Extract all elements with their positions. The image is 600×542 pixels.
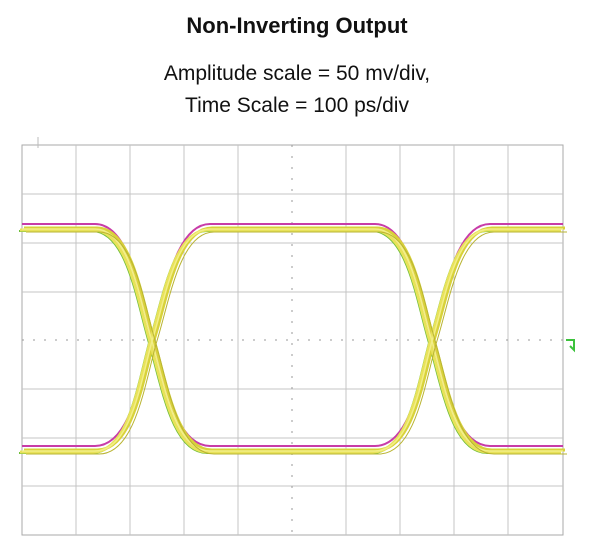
subtitle-line: Time Scale = 100 ps/div [185,94,409,117]
graticule [21,137,564,536]
subtitle-line: Amplitude scale = 50 mv/div, [164,62,430,85]
ground-marker [566,339,575,353]
title: Non-Inverting Output [186,13,408,38]
eye-traces [18,223,568,455]
